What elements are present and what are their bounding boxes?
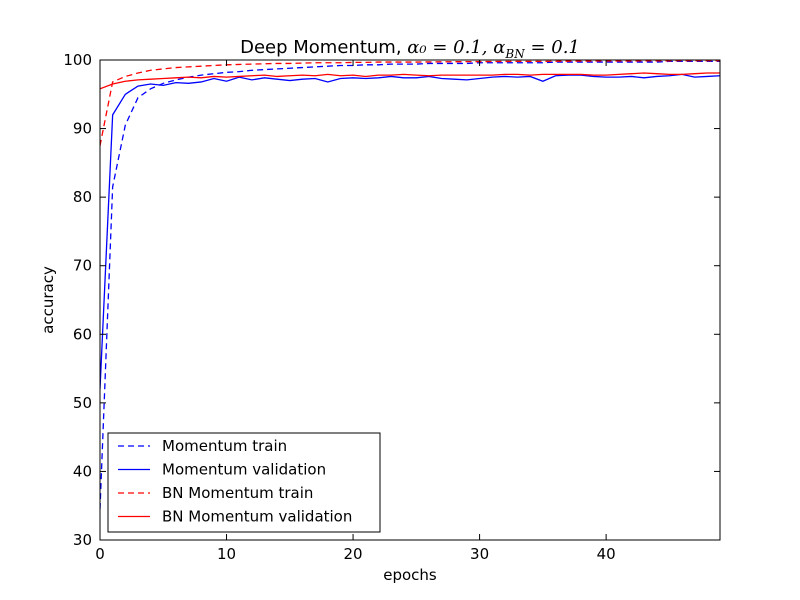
x-tick-label: 0: [95, 545, 105, 563]
y-tick-label: 100: [63, 51, 92, 69]
y-tick-label: 40: [73, 462, 92, 480]
plot-area: 0 10 20 30 40 30 40 50 60 70 80 90 100: [63, 51, 721, 563]
legend-label-bn-momentum-validation: BN Momentum validation: [162, 508, 352, 526]
y-tick-label: 70: [73, 257, 92, 275]
plot-frame: [99, 59, 721, 541]
chart-title-main: Deep Momentum,: [240, 37, 407, 58]
chart-title: Deep Momentum, α₀ = 0.1, αBN = 0.1: [240, 37, 580, 61]
y-tick-label: 30: [73, 531, 92, 549]
legend: Momentum train Momentum validation BN Mome…: [107, 432, 381, 533]
series-layer: [100, 60, 720, 510]
legend-label-momentum-validation: Momentum validation: [162, 461, 326, 479]
x-tick-label: 30: [470, 545, 489, 563]
x-tick-label: 40: [597, 545, 616, 563]
x-tick-label: 20: [344, 545, 363, 563]
y-axis-label: accuracy: [39, 266, 57, 334]
series-line-momentum-train: [100, 60, 720, 510]
series-line-momentum-validation: [100, 73, 720, 390]
y-tick-label: 60: [73, 325, 92, 343]
legend-label-bn-momentum-train: BN Momentum train: [162, 484, 313, 502]
chart-title-formula: α₀ = 0.1, α: [407, 37, 505, 58]
x-axis-label: epochs: [383, 566, 437, 584]
series-line-bn-momentum-validation: [100, 72, 720, 90]
series-line-bn-momentum-train: [100, 60, 720, 146]
legend-box: [107, 432, 381, 533]
chart-title-subscript: BN: [504, 47, 525, 61]
y-tick-label: 90: [73, 120, 92, 138]
axis-ticks: 0 10 20 30 40 30 40 50 60 70 80 90 100: [63, 51, 720, 563]
legend-label-momentum-train: Momentum train: [162, 437, 287, 455]
y-tick-label: 50: [73, 394, 92, 412]
y-tick-label: 80: [73, 188, 92, 206]
x-tick-label: 10: [217, 545, 236, 563]
chart-title-formula-tail: = 0.1: [525, 37, 580, 58]
